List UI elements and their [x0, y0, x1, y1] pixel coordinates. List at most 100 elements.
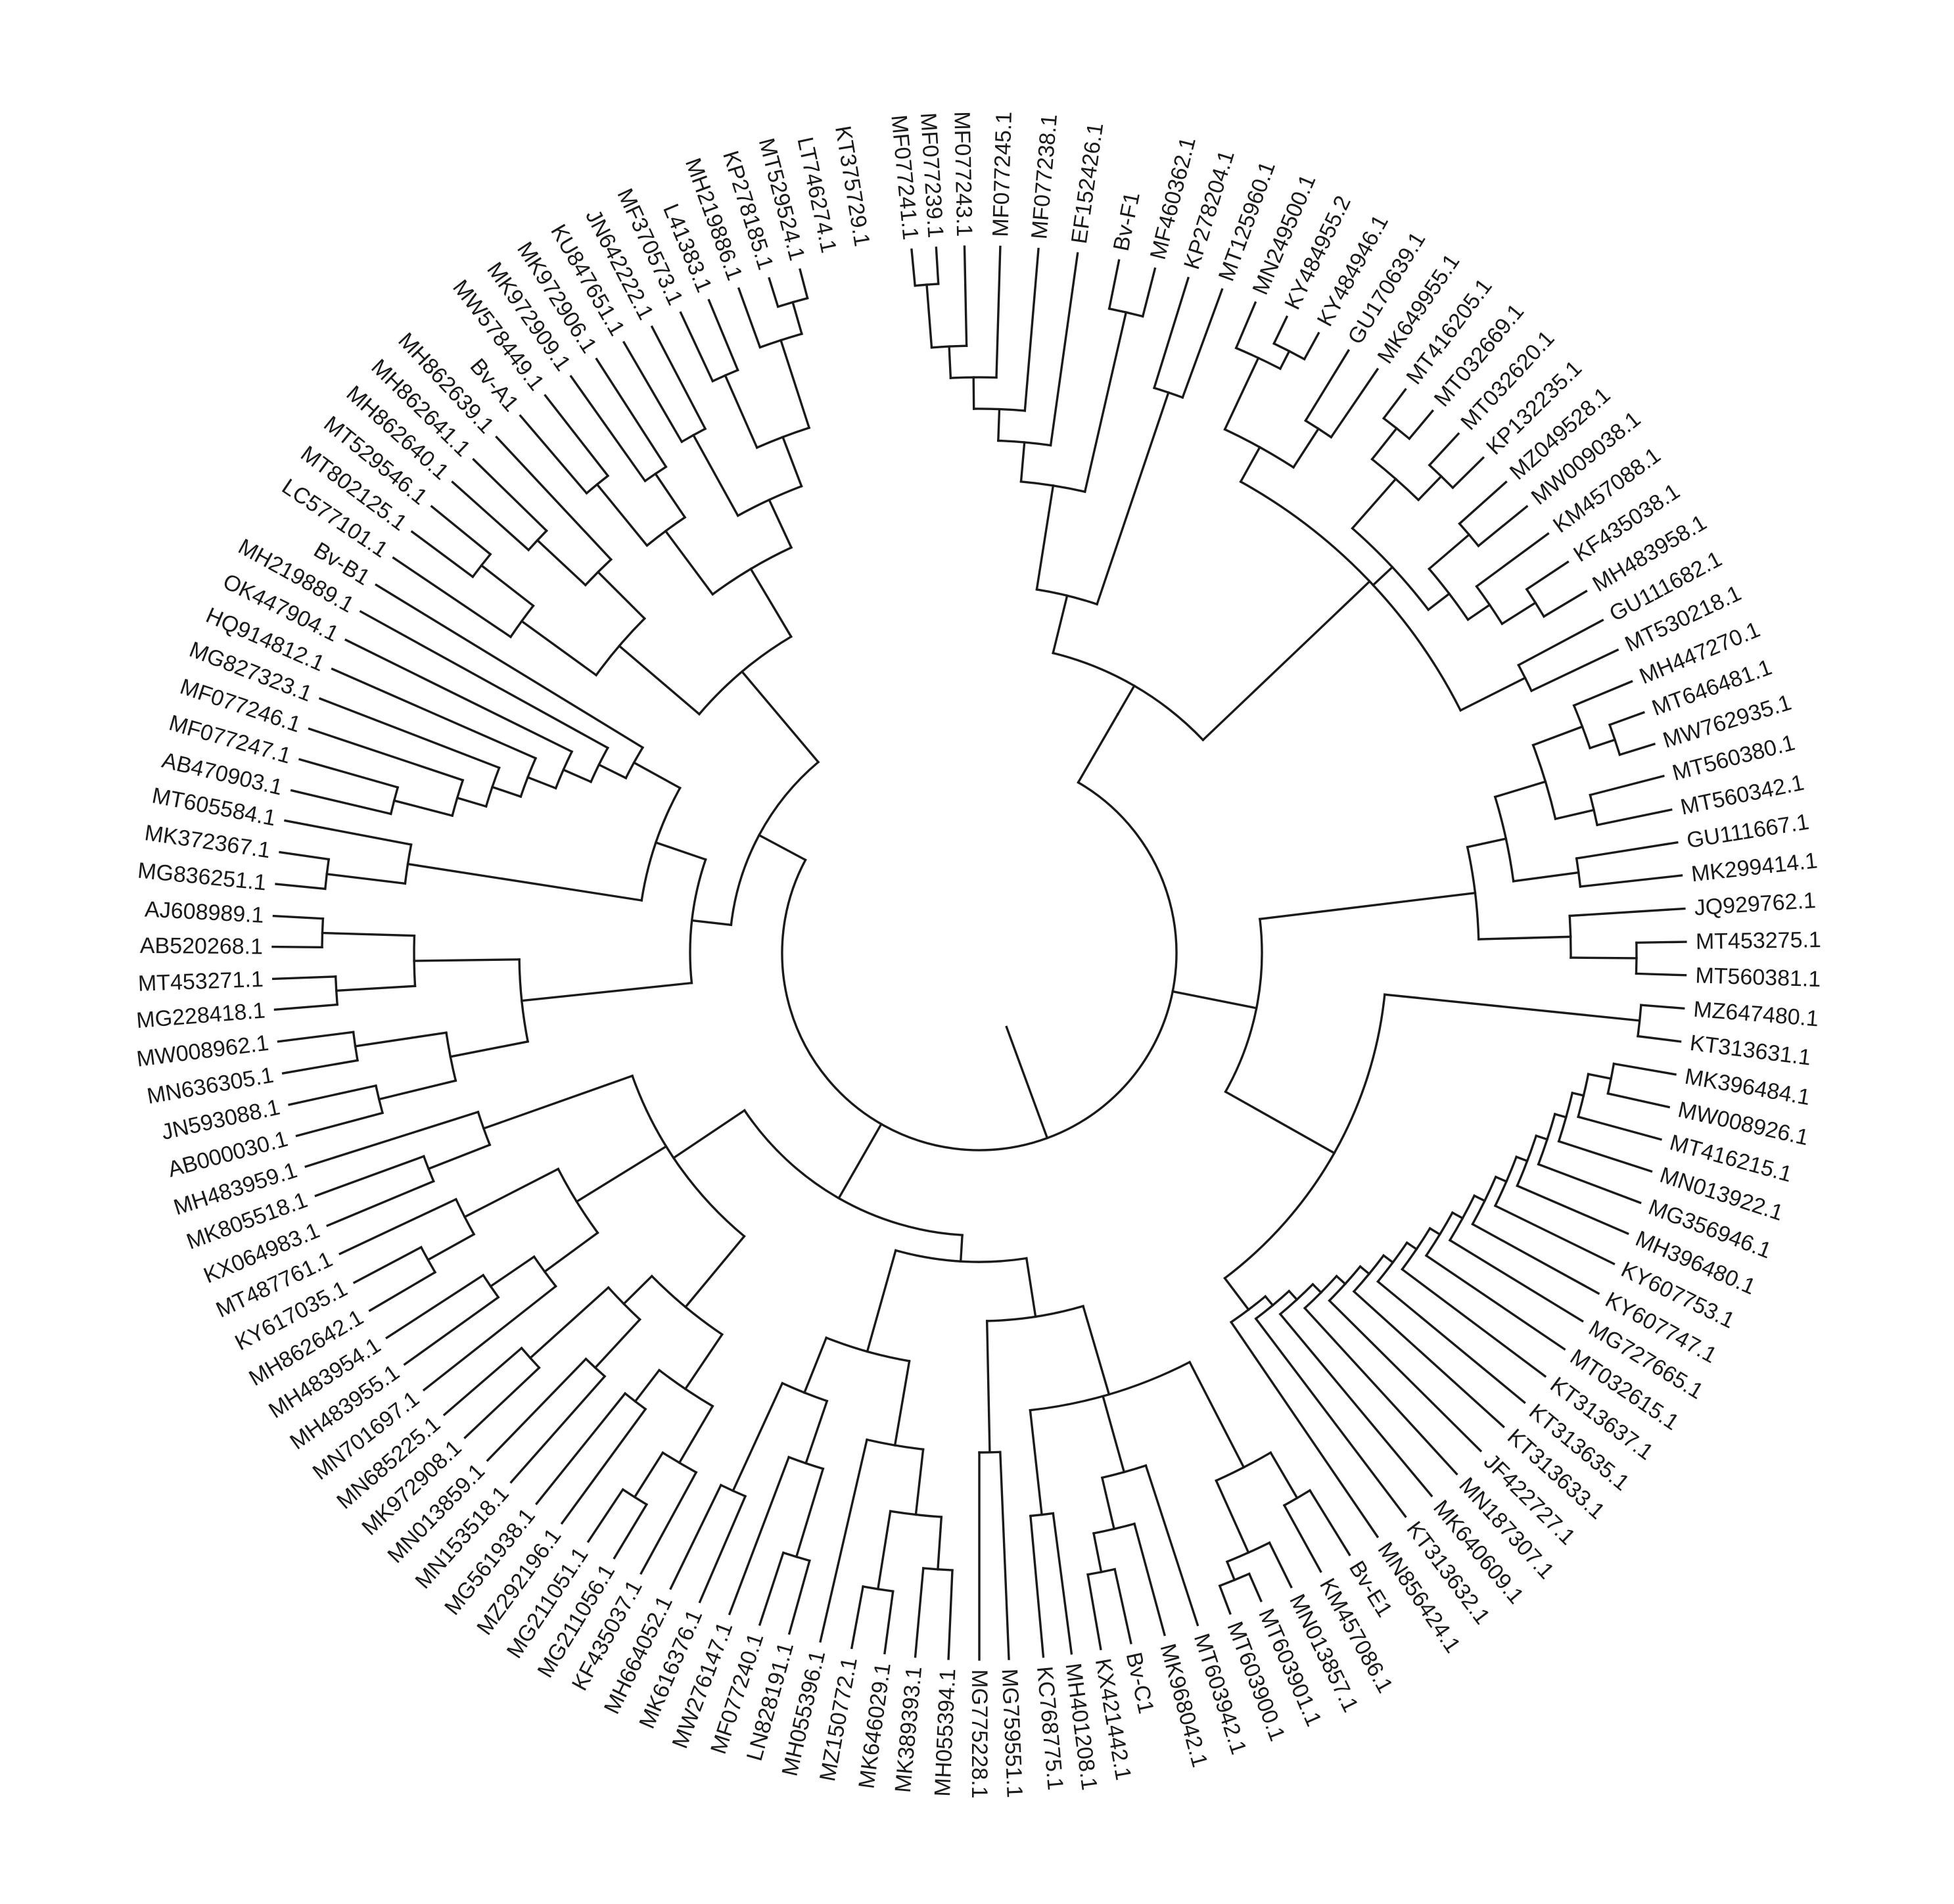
tree-branch	[331, 667, 538, 760]
tree-branch	[1263, 1295, 1274, 1307]
tree-branch	[669, 1483, 723, 1591]
tree-branch	[1477, 935, 1572, 940]
tree-branch	[1458, 522, 1480, 547]
tree-branch	[757, 833, 807, 862]
tree-branch	[758, 332, 804, 349]
tree-branch	[526, 776, 557, 790]
tree-branch	[1035, 588, 1099, 606]
tree-branch	[1083, 311, 1128, 494]
tree-branch	[1218, 1584, 1232, 1615]
tree-branch	[749, 567, 793, 639]
tree-branch	[1282, 1504, 1322, 1573]
tree-branch	[758, 1551, 785, 1626]
tree-branch	[1637, 1034, 1682, 1043]
tree-branch	[1557, 1140, 1653, 1173]
tree-branch	[654, 841, 707, 861]
tree-branch	[613, 1502, 649, 1560]
tree-branch	[422, 1284, 557, 1392]
tree-branch	[589, 746, 610, 783]
tree-branch	[442, 1346, 523, 1416]
tip-label: GU111667.1	[1685, 809, 1811, 853]
tree-branch	[595, 358, 668, 469]
tree-branch	[288, 1084, 377, 1106]
tree-branch	[617, 644, 701, 716]
tree-branch	[304, 1110, 480, 1169]
tree-branch	[1141, 267, 1157, 318]
tree-branch	[791, 300, 804, 336]
tree-branch	[1359, 1265, 1371, 1276]
tree-branch	[543, 1231, 599, 1274]
tree-branch	[518, 958, 530, 1043]
tree-branch	[1049, 252, 1079, 447]
tip-label: MF077243.1	[949, 111, 977, 237]
tip-label: MG759551.1	[997, 1668, 1027, 1798]
tree-branch	[768, 498, 793, 549]
tree-branch	[344, 638, 574, 753]
tree-branch	[593, 1318, 642, 1370]
tree-branch	[1531, 725, 1584, 747]
tip-label: MF077245.1	[988, 111, 1017, 237]
tree-branch	[781, 1382, 829, 1403]
tree-branch	[779, 338, 811, 430]
tree-branch	[1589, 774, 1665, 797]
tree-branch	[1596, 808, 1673, 827]
tree-branch	[536, 538, 588, 587]
tree-branch	[1351, 526, 1430, 612]
tree-branch	[596, 570, 647, 620]
tree-branch	[737, 287, 762, 349]
tree-branch	[277, 1031, 355, 1043]
tree-branch	[1035, 484, 1055, 591]
tree-branch	[1107, 259, 1121, 310]
tree-branch	[1259, 891, 1477, 921]
tree-branch	[1113, 1567, 1132, 1644]
tree-branch	[1229, 1295, 1267, 1324]
tree-branch	[1572, 680, 1633, 707]
tip-label: Bv-F1	[1109, 190, 1145, 253]
tree-branch	[1493, 780, 1547, 799]
tree-branch	[335, 985, 417, 992]
tree-branch	[472, 457, 549, 532]
tree-branch	[318, 697, 501, 770]
tree-branch	[1052, 651, 1205, 742]
tree-branch	[684, 1333, 724, 1391]
tree-branch	[352, 1245, 423, 1284]
tip-label: Bv-C1	[1121, 1650, 1159, 1716]
tip-label: EF152426.1	[1067, 121, 1108, 245]
tree-branch	[1428, 432, 1460, 467]
tree-branch	[427, 1143, 492, 1171]
tree-branch	[1335, 1274, 1347, 1286]
tree-branch	[1376, 1280, 1526, 1405]
tree-branch	[893, 1359, 911, 1447]
tree-branch	[1575, 841, 1679, 860]
tree-branch	[279, 850, 331, 861]
tree-branch	[1466, 845, 1480, 940]
tree-branch	[271, 945, 323, 949]
tree-branch	[819, 1438, 869, 1643]
tree-branch	[1077, 712, 1120, 784]
tree-branch	[690, 919, 733, 927]
tree-branch	[334, 975, 339, 1006]
tree-branch	[736, 484, 803, 517]
tree-branch	[935, 246, 940, 285]
tree-branch	[1512, 871, 1580, 883]
tree-branch	[622, 1274, 654, 1306]
tree-branch	[1608, 710, 1645, 726]
tree-branch	[622, 340, 684, 444]
tree-branch	[272, 914, 325, 920]
tree-branch	[1525, 588, 1546, 618]
tip-label: KC768775.1	[1032, 1665, 1068, 1792]
tree-branch	[1272, 315, 1289, 345]
tree-branch	[586, 1487, 625, 1543]
tree-branch	[697, 635, 793, 716]
tree-branch	[1471, 1222, 1600, 1295]
tip-label: MT560381.1	[1695, 963, 1821, 992]
tree-branch	[1328, 1265, 1362, 1303]
tree-branch	[1095, 391, 1170, 606]
tree-branch	[1282, 1489, 1312, 1507]
tree-branch	[544, 394, 610, 478]
tree-branch	[1278, 1282, 1314, 1316]
tree-branch	[1352, 1289, 1506, 1429]
tip-label: MF077238.1	[1027, 113, 1062, 240]
tree-branch	[1081, 1305, 1111, 1396]
tree-branch	[1304, 349, 1351, 423]
